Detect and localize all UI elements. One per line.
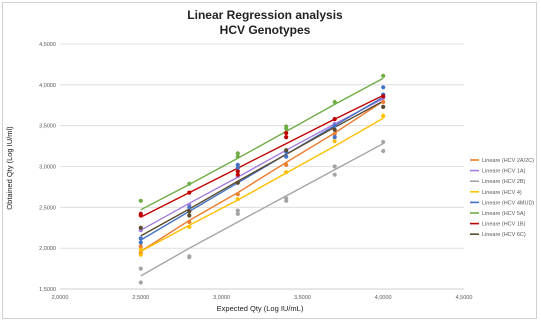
data-point (187, 205, 192, 210)
data-point (187, 254, 192, 259)
data-point (235, 172, 240, 177)
y-tick-label: 1,5000 (39, 287, 56, 293)
data-point (284, 196, 289, 201)
y-tick-label: 4,5000 (39, 42, 56, 48)
y-tick-label: 2,0000 (39, 246, 56, 252)
data-point (381, 148, 386, 154)
legend-entry: Lineare (HCV 4) (482, 190, 522, 196)
regression-line (140, 100, 384, 252)
data-point (138, 247, 143, 252)
data-point (284, 162, 289, 167)
data-point (284, 135, 289, 140)
data-point (138, 211, 143, 216)
regression-line (140, 94, 384, 218)
data-point (284, 148, 289, 153)
data-point (332, 123, 337, 128)
data-point (381, 73, 386, 78)
y-tick-label: 3,0000 (39, 165, 56, 171)
legend-entry: Lineare (HCV 5A) (482, 211, 526, 217)
data-point (332, 127, 337, 132)
x-tick-label: 2,0000 (52, 295, 69, 301)
data-point (332, 164, 337, 169)
x-tick-label: 3,0000 (213, 295, 230, 301)
data-point (138, 266, 143, 271)
data-point (381, 139, 386, 145)
x-axis-ticks: 2,0000 2,5000 3,0000 3,5000 4,0000 4,5000 (52, 295, 473, 301)
data-point (381, 104, 386, 109)
legend-entry: Lineare (HCV 4MUD) (482, 200, 534, 206)
data-point (187, 190, 192, 195)
y-tick-label: 2,5000 (39, 205, 56, 211)
x-axis-label: Expected Qty (Log IU/mL) (217, 304, 304, 313)
data-point (381, 94, 386, 99)
data-point (138, 236, 143, 241)
legend-entry: Lineare (HCV 1A) (482, 169, 526, 175)
y-axis-ticks: 1,5000 2,0000 2,5000 3,0000 3,5000 4,0000 4,50… (39, 42, 56, 293)
data-point (235, 151, 240, 156)
regression-line (140, 117, 384, 253)
data-point (235, 162, 240, 167)
y-tick-label: 3,5000 (39, 124, 56, 130)
data-point (284, 124, 289, 129)
data-points (138, 73, 386, 285)
data-point (235, 180, 240, 185)
data-point (187, 181, 192, 186)
chart-frame (2, 2, 537, 319)
legend-entry: Lineare (HCV 6C) (482, 232, 526, 238)
data-point (284, 170, 289, 175)
data-point (187, 209, 192, 214)
data-point (138, 244, 143, 249)
data-point (284, 130, 289, 136)
x-tick-label: 4,0000 (375, 295, 392, 301)
data-point (138, 280, 143, 285)
regression-line (140, 77, 384, 211)
data-point (235, 154, 240, 159)
chart-subtitle: HCV Genotypes (220, 23, 311, 37)
data-point (332, 172, 337, 177)
legend-entry: Lineare (HCV 2B) (482, 179, 526, 185)
data-point (235, 169, 240, 174)
data-point (187, 224, 192, 229)
data-point (381, 113, 386, 118)
data-point (138, 252, 143, 257)
regression-line (140, 100, 384, 237)
legend-entry: Lineare (HCV 2A/2C) (482, 158, 534, 164)
data-point (235, 197, 240, 202)
regression-lines (140, 77, 384, 277)
data-point (381, 85, 386, 90)
data-point (235, 166, 240, 171)
data-point (235, 208, 240, 213)
x-tick-label: 2,5000 (132, 295, 149, 301)
regression-line (140, 98, 384, 231)
regression-line (140, 142, 384, 277)
y-axis-label: Obtained Qty (Log IU/ml) (5, 126, 14, 210)
chart-title: Linear Regression analysis (187, 8, 343, 22)
legend: Lineare (HCV 2A/2C) Lineare (HCV 1A) Linea… (470, 158, 534, 238)
data-point (332, 117, 337, 122)
data-point (332, 131, 337, 136)
data-point (235, 192, 240, 197)
data-point (187, 219, 192, 225)
data-point (138, 225, 143, 230)
gridlines (60, 43, 464, 290)
x-tick-label: 4,5000 (456, 295, 473, 301)
data-point (332, 139, 337, 144)
data-point (332, 135, 337, 140)
data-point (187, 213, 192, 218)
data-point (235, 211, 240, 216)
legend-entry: Lineare (HCV 1B) (482, 222, 526, 228)
data-point (138, 240, 143, 245)
data-point (332, 99, 337, 105)
data-point (138, 198, 143, 203)
data-point (284, 154, 289, 159)
data-point (381, 99, 386, 105)
y-tick-label: 4,0000 (39, 83, 56, 89)
x-tick-label: 3,5000 (294, 295, 311, 301)
